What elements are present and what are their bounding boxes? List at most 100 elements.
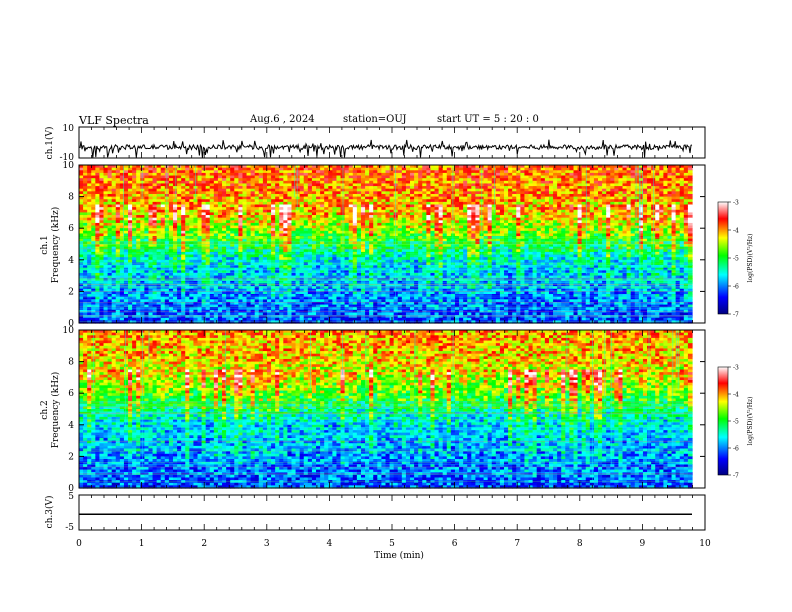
spectrogram-cell	[181, 270, 186, 274]
spectrogram-cell	[156, 175, 162, 179]
spectrogram-cell	[181, 215, 186, 219]
spectrogram-cell	[115, 215, 121, 219]
spectrogram-cell	[91, 217, 96, 221]
spectrogram-cell	[217, 191, 223, 195]
spectrogram-cell	[91, 307, 96, 311]
spectrogram-cell	[107, 212, 113, 216]
spectrogram-cell	[156, 267, 162, 271]
spectrogram-cell	[87, 254, 92, 258]
spectrogram-cell	[177, 301, 182, 306]
spectrogram-cell	[205, 257, 211, 261]
spectrogram-cell	[83, 286, 88, 290]
spectrogram-cell	[164, 257, 170, 261]
spectrogram-cell	[201, 296, 207, 300]
spectrogram-cell	[128, 286, 133, 290]
spectrogram-cell	[172, 228, 178, 232]
spectrogram-cell	[87, 259, 92, 264]
spectrogram-cell	[140, 254, 145, 258]
spectrogram-cell	[83, 199, 88, 203]
spectrogram-cell	[148, 265, 154, 269]
spectrogram-cell	[213, 220, 219, 224]
spectrogram-cell	[132, 207, 137, 211]
spectrogram-cell	[115, 259, 121, 264]
spectrogram-cell	[209, 244, 215, 248]
spectrogram-cell	[185, 272, 190, 277]
spectrogram-cell	[148, 172, 154, 177]
spectrogram-cell	[132, 180, 137, 185]
spectrogram-cell	[95, 175, 101, 179]
spectrogram-cell	[201, 201, 207, 206]
spectrogram-cell	[185, 228, 190, 232]
spectrogram-cell	[132, 265, 137, 269]
spectrogram-cell	[193, 286, 199, 290]
spectrogram-cell	[99, 236, 105, 240]
spectrogram-cell	[123, 172, 129, 177]
spectrogram-cell	[107, 209, 113, 213]
spectrogram-cell	[132, 315, 137, 319]
spectrogram-cell	[181, 209, 186, 213]
spectrogram-cell	[197, 244, 203, 248]
spectrogram-cell	[79, 304, 84, 308]
spectrogram-cell	[95, 225, 101, 229]
spectrogram-cell	[201, 278, 207, 282]
spectrogram-cell	[152, 249, 158, 253]
spectrogram-cell	[160, 170, 166, 174]
spectrogram-cell	[136, 191, 141, 195]
spectrogram-cell	[95, 304, 101, 308]
spectrogram-cell	[160, 183, 166, 187]
spectrogram-cell	[144, 307, 150, 311]
spectrogram-cell	[177, 275, 182, 279]
spectrogram-cell	[128, 283, 133, 287]
spectrogram-cell	[197, 315, 203, 319]
spectrogram-cell	[156, 280, 162, 285]
spectrogram-cell	[156, 296, 162, 300]
spectrogram-cell	[213, 251, 219, 256]
spectrogram-cell	[128, 262, 133, 266]
spectrogram-cell	[103, 178, 109, 182]
spectrogram-cell	[103, 220, 109, 224]
spectrogram-cell	[205, 254, 211, 258]
spectrogram-cell	[222, 257, 227, 261]
spectrogram-cell	[201, 230, 207, 235]
spectrogram-cell	[95, 188, 101, 192]
spectrogram-cell	[213, 175, 219, 179]
spectrogram-cell	[177, 304, 182, 308]
spectrogram-cell	[156, 193, 162, 198]
spectrogram-cell	[213, 249, 219, 253]
spectrogram-cell	[95, 317, 101, 321]
spectrogram-cell	[222, 180, 227, 185]
spectrogram-cell	[168, 172, 174, 177]
spectrogram-cell	[197, 172, 203, 177]
spectrogram-cell	[193, 270, 199, 274]
spectrogram-cell	[99, 175, 105, 179]
spectrogram-cell	[111, 296, 117, 300]
spectrogram-cell	[128, 183, 133, 187]
spectrogram-cell	[185, 315, 190, 319]
spectrogram-cell	[168, 207, 174, 211]
spectrogram-cell	[181, 170, 186, 174]
spectrogram-cell	[222, 246, 227, 250]
spectrogram-cell	[168, 165, 174, 169]
spectrogram-cell	[189, 278, 195, 282]
spectrogram-cell	[177, 280, 182, 285]
spectrogram-cell	[99, 304, 105, 308]
spectrogram-cell	[177, 267, 182, 271]
spectrogram-cell	[123, 249, 129, 253]
spectrogram-cell	[205, 307, 211, 311]
spectrogram-cell	[107, 241, 113, 245]
spectrogram-cell	[177, 178, 182, 182]
spectrogram-cell	[209, 320, 215, 324]
spectrogram-cell	[197, 230, 203, 235]
spectrogram-cell	[115, 280, 121, 285]
spectrogram-cell	[193, 275, 199, 279]
spectrogram-cell	[222, 186, 227, 190]
spectrogram-cell	[197, 307, 203, 311]
spectrogram-cell	[209, 251, 215, 256]
spectrogram-cell	[91, 212, 96, 216]
spectrogram-cell	[87, 204, 92, 208]
spectrogram-cell	[160, 212, 166, 216]
spectrogram-cell	[128, 301, 133, 306]
spectrogram-cell	[164, 283, 170, 287]
spectrogram-cell	[103, 246, 109, 250]
